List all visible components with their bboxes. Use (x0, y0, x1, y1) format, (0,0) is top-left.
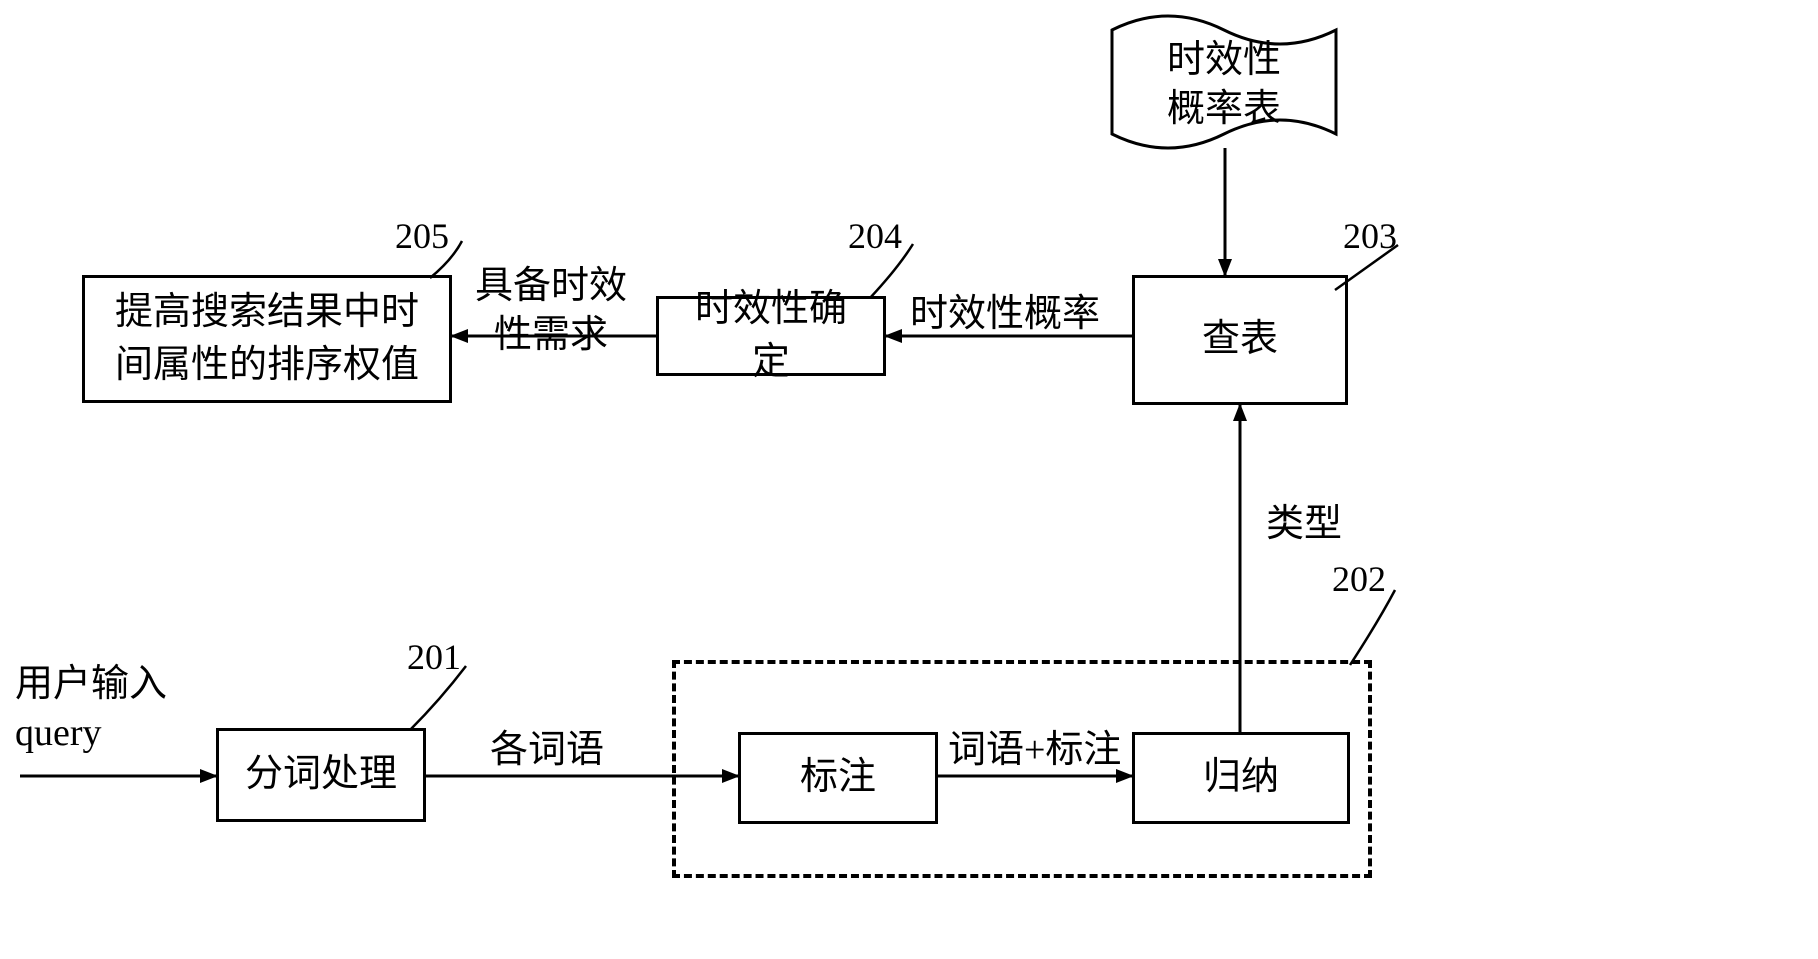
arrows-layer (0, 0, 1818, 959)
